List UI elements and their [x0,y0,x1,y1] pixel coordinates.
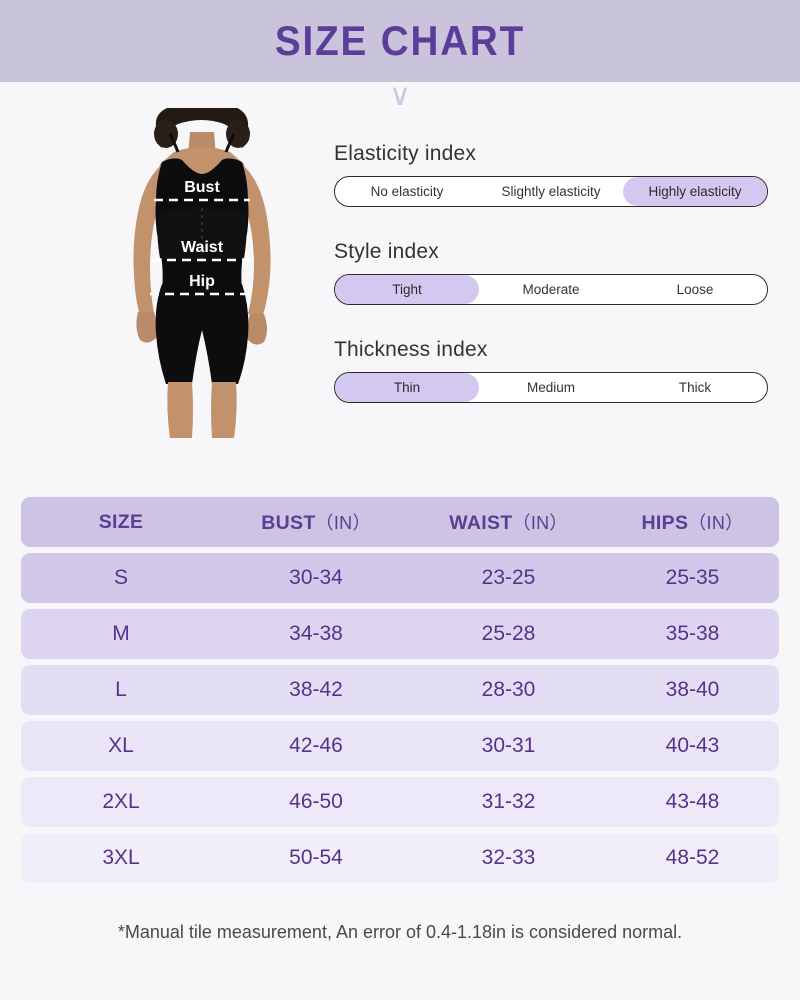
column-header-waist-label: WAIST [449,512,513,534]
table-row: M 34-38 25-28 35-38 [21,609,779,659]
column-header-bust: BUST（IN） [221,509,411,535]
cell-bust: 42-46 [289,734,343,757]
thickness-index-title: Thickness index [334,338,488,361]
style-index-bar[interactable]: Tight Moderate Loose [334,274,768,305]
thickness-option-thin[interactable]: Thin [335,373,479,402]
column-header-hips-label: HIPS [641,512,689,534]
table-row: XL 42-46 30-31 40-43 [21,721,779,771]
index-column: Elasticity index No elasticity Slightly … [334,142,768,403]
elasticity-option-highly[interactable]: Highly elasticity [623,177,767,206]
model-figure: Bust Waist Hip [78,108,326,438]
measurement-footnote: *Manual tile measurement, An error of 0.… [117,922,683,942]
size-table: SIZE BUST（IN） WAIST（IN） HIPS（IN） S 30-34… [21,497,779,889]
cell-waist: 30-31 [481,734,536,757]
column-header-waist-unit: （IN） [512,513,568,533]
cell-waist: 28-30 [481,678,536,701]
cell-waist: 23-25 [481,566,536,589]
thickness-index-bar[interactable]: Thin Medium Thick [334,372,768,403]
cell-hips: 40-43 [665,734,720,757]
table-row: 3XL 50-54 32-33 48-52 [21,833,779,883]
column-header-waist: WAIST（IN） [411,509,606,535]
model-label-bust: Bust [184,179,220,196]
cell-bust: 38-42 [289,678,343,701]
column-header-bust-unit: （IN） [315,513,371,533]
table-row: S 30-34 23-25 25-35 [21,553,779,603]
elasticity-option-slightly[interactable]: Slightly elasticity [501,184,601,199]
elasticity-index-title: Elasticity index [334,142,477,165]
upper-section: Bust Waist Hip Elasticity index No elast… [0,108,800,440]
cell-size: 3XL [102,846,140,869]
elasticity-option-no[interactable]: No elasticity [370,184,444,199]
style-option-loose[interactable]: Loose [676,282,714,297]
cell-bust: 30-34 [289,566,343,589]
chevron-container: ∨ [0,79,800,116]
thickness-option-medium[interactable]: Medium [526,380,575,395]
cell-size: M [112,622,130,645]
column-header-size: SIZE [98,510,144,533]
cell-waist: 25-28 [481,622,536,645]
cell-bust: 34-38 [289,622,343,645]
column-header-hips-unit: （IN） [688,513,744,533]
cell-bust: 50-54 [289,846,343,869]
cell-size: 2XL [102,790,140,813]
table-header-row: SIZE BUST（IN） WAIST（IN） HIPS（IN） [21,497,779,547]
model-label-hip: Hip [189,273,215,290]
style-option-tight[interactable]: Tight [335,275,479,304]
style-index-title: Style index [334,240,439,263]
cell-bust: 46-50 [289,790,343,813]
cell-hips: 35-38 [665,622,720,645]
column-header-hips: HIPS（IN） [606,509,779,535]
cell-waist: 32-33 [481,846,536,869]
cell-size: S [113,566,128,589]
table-row: L 38-42 28-30 38-40 [21,665,779,715]
cell-size: XL [108,734,134,757]
thickness-option-thick[interactable]: Thick [678,380,712,395]
page-title: SIZE CHART [274,17,526,64]
cell-hips: 38-40 [665,678,720,701]
elasticity-index-block: Elasticity index No elasticity Slightly … [334,142,768,207]
cell-waist: 31-32 [481,790,536,813]
cell-hips: 25-35 [665,566,720,589]
chevron-down-icon: ∨ [389,79,411,112]
table-row: 2XL 46-50 31-32 43-48 [21,777,779,827]
column-header-bust-label: BUST [261,512,316,534]
elasticity-index-bar[interactable]: No elasticity Slightly elasticity Highly… [334,176,768,207]
style-index-block: Style index Tight Moderate Loose [334,240,768,305]
model-label-waist: Waist [181,239,224,256]
thickness-index-block: Thickness index Thin Medium Thick [334,338,768,403]
cell-hips: 43-48 [665,790,720,813]
style-option-moderate[interactable]: Moderate [522,282,580,297]
cell-size: L [115,678,127,701]
page-header: SIZE CHART [0,0,800,82]
cell-hips: 48-52 [665,846,720,869]
